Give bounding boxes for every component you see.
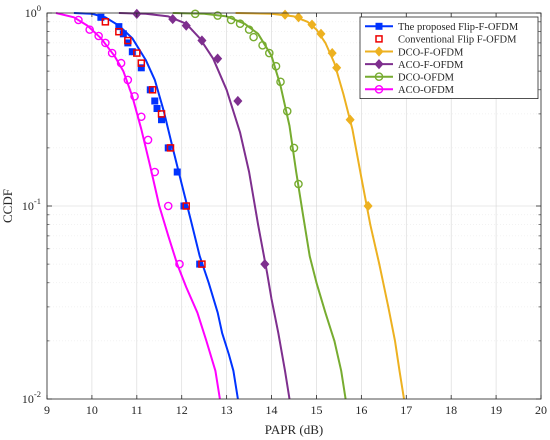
series-marker-5	[143, 135, 153, 145]
series-marker-3	[181, 20, 191, 31]
series-markers	[74, 8, 373, 270]
series-marker-4	[213, 11, 222, 20]
x-tick-label: 11	[131, 403, 143, 417]
series-marker-4	[190, 9, 200, 19]
series-marker-1	[148, 86, 157, 94]
series-marker-2	[307, 19, 317, 30]
legend-marker	[374, 72, 384, 81]
legend-marker	[374, 46, 384, 57]
x-tick-label: 15	[310, 403, 322, 417]
series-marker-1	[101, 18, 110, 26]
series-marker-1	[115, 27, 123, 36]
series-marker-2	[332, 62, 342, 73]
series-marker-4	[294, 179, 303, 189]
series-marker-0	[115, 23, 123, 31]
series-marker-2	[363, 200, 373, 212]
series-marker-0	[164, 144, 172, 152]
series-marker-0	[173, 168, 181, 176]
x-tick-label: 12	[176, 403, 188, 417]
series-marker-5	[137, 112, 146, 122]
x-axis-title: PAPR (dB)	[265, 422, 323, 437]
legend: The proposed Flip-F-OFDM Conventional Fli…	[359, 16, 539, 99]
series-marker-5	[163, 201, 173, 211]
legend-label: The proposed Flip-F-OFDM	[398, 22, 519, 33]
series-marker-0	[146, 86, 154, 94]
series-marker-2	[280, 9, 290, 20]
legend-label: Conventional Flip F-OFDM	[398, 35, 517, 46]
x-tick-label: 16	[355, 403, 367, 417]
series-marker-0	[153, 105, 161, 113]
series-marker-5	[107, 48, 117, 58]
series-marker-4	[258, 41, 267, 50]
legend-marker	[375, 35, 383, 43]
series-marker-3	[168, 13, 178, 25]
series-marker-0	[119, 30, 127, 38]
series-marker-3	[213, 53, 223, 64]
series-marker-1	[137, 59, 146, 67]
x-tick-label: 18	[445, 403, 457, 417]
y-axis-title: CCDF	[0, 189, 15, 223]
series-marker-1	[166, 144, 175, 152]
series-marker-2	[316, 28, 326, 39]
series-marker-5	[94, 31, 103, 41]
series-marker-4	[271, 61, 281, 71]
series-marker-3	[233, 95, 243, 107]
legend-marker	[374, 58, 384, 70]
series-marker-2	[345, 114, 355, 125]
series-marker-1	[157, 110, 166, 118]
y-axis-ticks: 100 10-1 10-2	[22, 3, 541, 406]
series-marker-5	[74, 15, 83, 25]
series-marker-0	[196, 260, 204, 268]
legend-marker	[374, 85, 384, 94]
series-marker-1	[198, 260, 206, 268]
series-line-5	[55, 12, 221, 400]
series-marker-4	[282, 106, 292, 116]
y-tick-label: 100	[25, 3, 41, 20]
legend-label: ACO-F-OFDM	[398, 60, 464, 71]
series-marker-4	[249, 32, 258, 42]
series-marker-1	[124, 36, 132, 45]
series-marker-0	[137, 64, 145, 72]
series-marker-1	[182, 202, 190, 210]
x-tick-label: 9	[44, 403, 50, 417]
series-marker-0	[151, 97, 159, 105]
x-tick-label: 13	[221, 403, 233, 417]
x-tick-label: 10	[86, 403, 98, 417]
series-marker-0	[97, 13, 105, 21]
series-marker-5	[175, 259, 184, 269]
series-marker-4	[276, 77, 285, 87]
series-marker-4	[235, 19, 245, 29]
series-marker-3	[197, 35, 207, 46]
series-marker-4	[244, 25, 254, 34]
series-marker-5	[150, 167, 160, 177]
series-marker-3	[260, 258, 270, 270]
legend-box	[359, 16, 539, 99]
series-marker-5	[85, 25, 94, 34]
legend-label: DCO-OFDM	[398, 73, 455, 84]
x-tick-label: 17	[400, 403, 412, 417]
series-marker-0	[128, 48, 136, 56]
x-tick-label: 14	[266, 403, 278, 417]
legend-marker	[375, 22, 383, 30]
series-line-4	[172, 12, 347, 400]
series-marker-2	[327, 47, 337, 59]
legend-label: DCO-F-OFDM	[398, 47, 464, 58]
series-marker-1	[133, 49, 141, 57]
series-marker-5	[123, 75, 133, 85]
series-marker-4	[226, 15, 236, 25]
series-marker-4	[264, 48, 274, 58]
x-tick-label: 20	[535, 403, 547, 417]
series-marker-0	[180, 202, 188, 210]
series-marker-5	[101, 38, 110, 48]
y-tick-label: 10-2	[22, 389, 41, 406]
series-marker-5	[130, 92, 139, 101]
series-marker-4	[289, 143, 299, 153]
series-marker-5	[116, 58, 126, 68]
x-tick-label: 19	[490, 403, 502, 417]
series-marker-2	[293, 12, 304, 23]
y-tick-label: 10-1	[22, 196, 41, 213]
x-axis-ticks: 9 10 11 12 13 14 15 16 17 18 19 20	[44, 13, 547, 417]
legend-label: ACO-OFDM	[398, 85, 455, 96]
